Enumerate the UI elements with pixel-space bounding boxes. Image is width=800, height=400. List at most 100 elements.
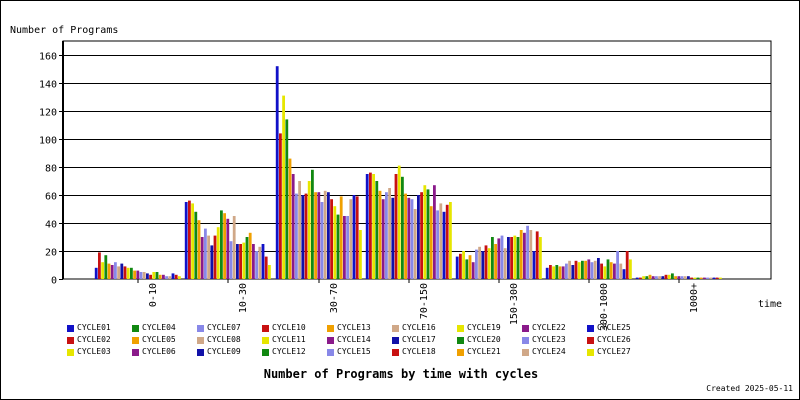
bar: [613, 263, 616, 279]
bar: [191, 203, 194, 279]
bar: [146, 273, 149, 279]
bar: [320, 202, 324, 279]
bar: [683, 276, 687, 279]
legend-swatch: [587, 337, 594, 344]
bar: [500, 235, 504, 279]
bar: [690, 277, 693, 279]
bar: [561, 266, 565, 279]
chart-legend: CYCLE01 CYCLE02 CYCLE03 CYCLE04 CYCLE05 CYCLE…: [67, 323, 667, 359]
legend-label: CYCLE18: [402, 347, 436, 356]
bar: [535, 231, 539, 279]
bar: [204, 228, 207, 279]
bar: [549, 265, 552, 279]
legend-label: CYCLE16: [402, 323, 436, 332]
y-axis-label: Number of Programs: [10, 25, 118, 36]
bar: [484, 245, 488, 279]
bar: [168, 276, 172, 279]
bar: [401, 176, 404, 279]
x-axis-label: time: [758, 299, 782, 310]
y-tick-label: 100: [39, 136, 57, 147]
bar: [155, 272, 159, 279]
legend-swatch: [587, 325, 594, 332]
bar: [343, 216, 346, 279]
legend-label: CYCLE25: [597, 323, 631, 332]
bar: [248, 232, 252, 279]
bar: [519, 230, 523, 279]
legend-swatch: [132, 337, 139, 344]
legend-label: CYCLE23: [532, 335, 566, 344]
legend-swatch: [457, 325, 464, 332]
bar: [658, 276, 661, 279]
bar: [629, 259, 632, 279]
x-tick-label: 10-30: [238, 283, 249, 313]
bar: [671, 273, 674, 279]
bar: [307, 181, 311, 279]
bar: [449, 202, 452, 279]
bar: [152, 272, 156, 279]
bar: [369, 172, 372, 279]
bar: [429, 206, 433, 279]
bar: [584, 260, 587, 279]
bar: [162, 274, 165, 279]
legend-label: CYCLE20: [467, 335, 501, 344]
legend-label: CYCLE03: [77, 347, 111, 356]
bar: [239, 244, 242, 279]
bar: [391, 197, 395, 279]
bar: [107, 263, 111, 279]
bar: [314, 192, 317, 279]
bar: [295, 193, 298, 279]
y-tick-label: 80: [45, 164, 57, 175]
bar: [699, 277, 703, 279]
bar: [503, 248, 507, 279]
bar: [574, 260, 578, 279]
bar: [462, 251, 465, 279]
bar: [133, 270, 136, 279]
bar: [317, 192, 321, 279]
bar: [327, 192, 330, 279]
bar: [291, 174, 295, 279]
bar: [465, 259, 469, 279]
bar: [719, 277, 722, 279]
bar: [532, 251, 536, 279]
bar: [571, 265, 575, 279]
legend-swatch: [327, 337, 334, 344]
y-tick-label: 120: [39, 108, 57, 119]
bar: [117, 266, 120, 279]
legend-label: CYCLE17: [402, 335, 436, 344]
bar: [664, 274, 668, 279]
bar: [577, 262, 581, 279]
bar: [304, 193, 308, 279]
bar: [252, 244, 255, 279]
bar: [565, 263, 568, 279]
legend-swatch: [262, 337, 269, 344]
bar: [677, 276, 681, 279]
legend-swatch: [67, 337, 74, 344]
legend-swatch: [457, 337, 464, 344]
legend-swatch: [67, 349, 74, 356]
bar: [687, 276, 690, 279]
bar: [539, 237, 542, 279]
bar: [423, 185, 427, 279]
x-tick-label: 70-150: [419, 283, 430, 319]
bar: [407, 197, 411, 279]
legend-label: CYCLE12: [272, 347, 306, 356]
bar: [410, 199, 414, 279]
bar: [715, 277, 719, 279]
x-tick-label: 30-70: [329, 283, 340, 313]
bar: [142, 272, 146, 279]
bar: [442, 211, 446, 279]
bar: [413, 209, 417, 279]
bar: [471, 262, 475, 279]
bar: [339, 196, 343, 279]
bar: [590, 262, 594, 279]
y-tick-label: 60: [45, 192, 57, 203]
bar: [526, 225, 529, 279]
bar: [94, 267, 98, 279]
y-tick-label: 40: [45, 220, 57, 231]
bar: [323, 190, 327, 279]
bar: [229, 241, 233, 279]
legend-label: CYCLE24: [532, 347, 566, 356]
legend-swatch: [457, 349, 464, 356]
legend-label: CYCLE14: [337, 335, 371, 344]
